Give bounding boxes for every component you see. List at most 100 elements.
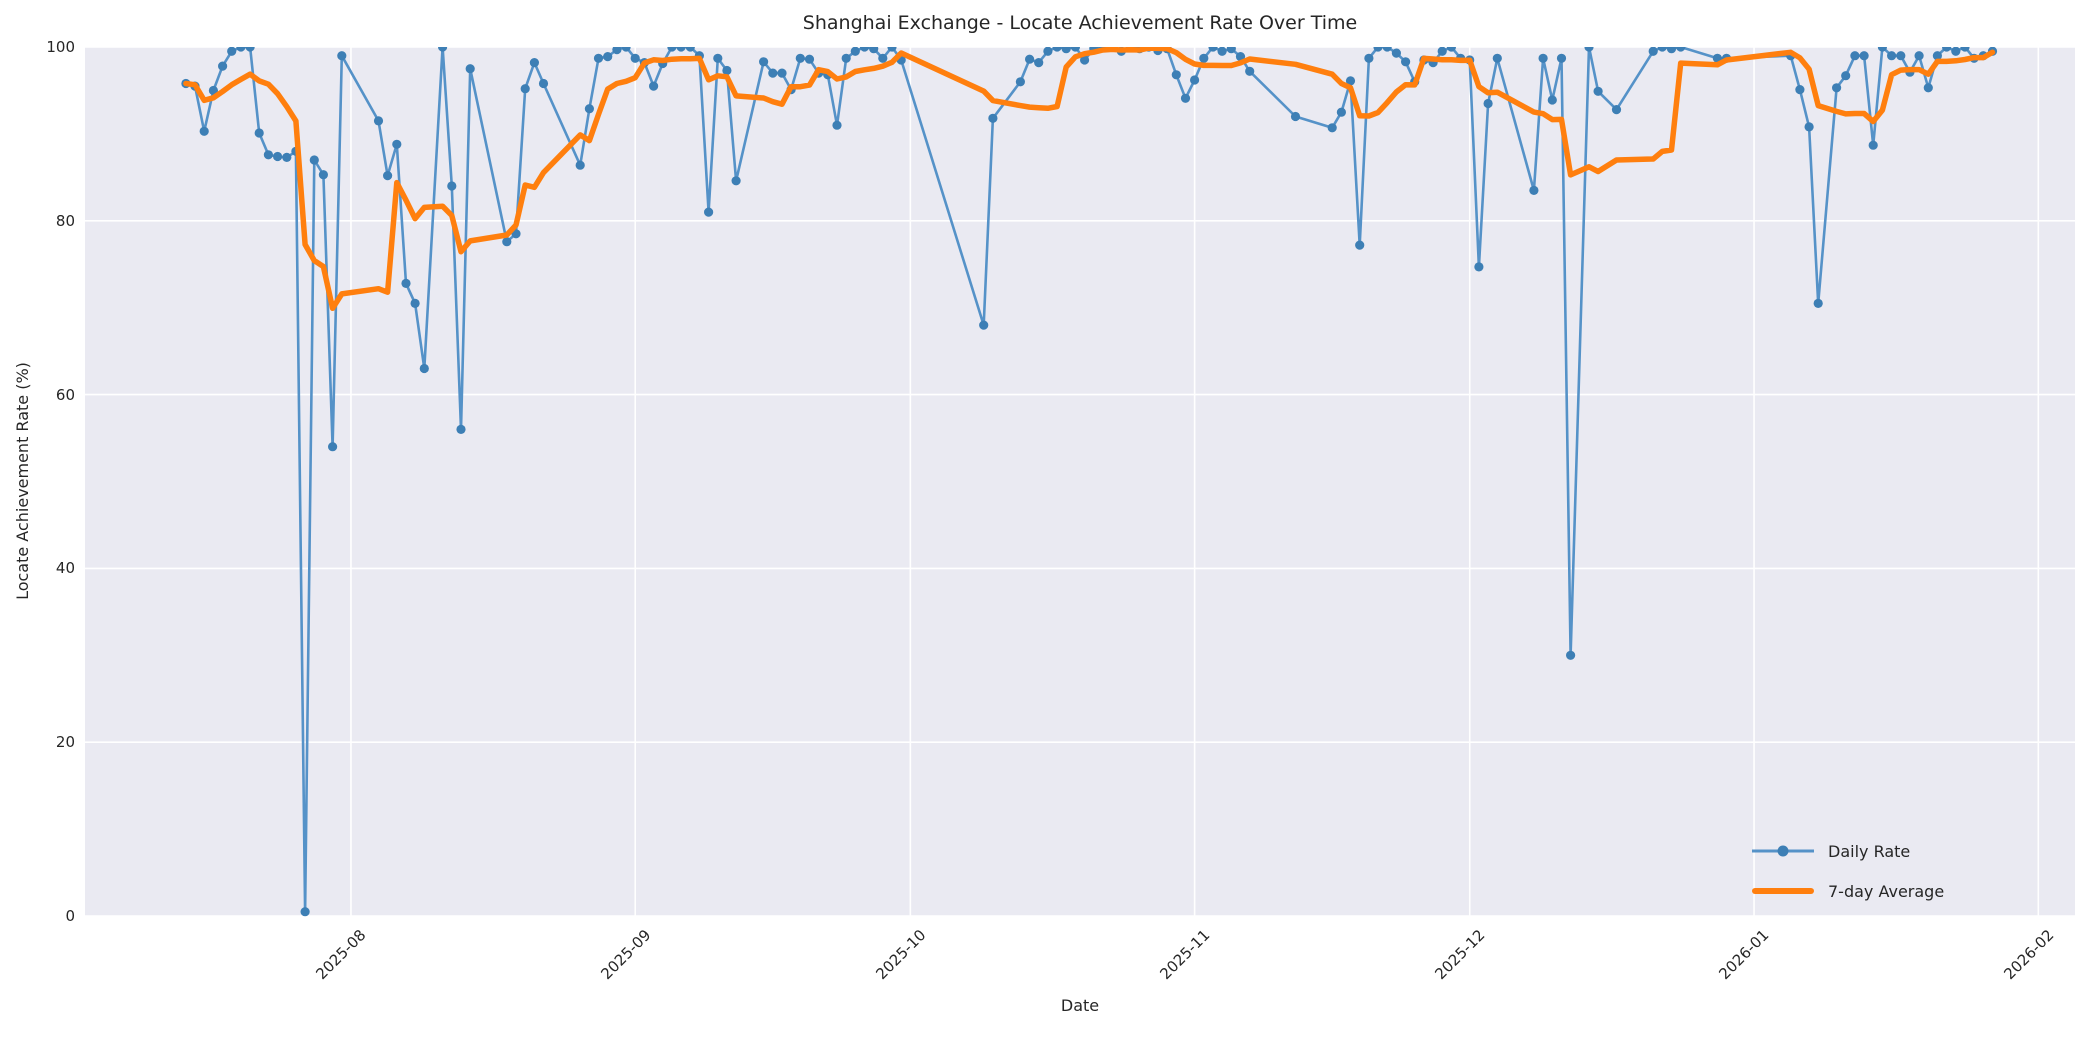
daily-rate-marker (1171, 70, 1181, 80)
daily-rate-marker (1437, 47, 1447, 56)
daily-rate-marker (1446, 47, 1456, 52)
daily-rate-marker (1190, 75, 1200, 85)
daily-rate-marker (520, 84, 530, 94)
daily-rate-marker (1235, 52, 1246, 62)
daily-rate-marker (593, 53, 604, 63)
daily-rate-marker (731, 176, 741, 186)
y-axis-label: Locate Achievement Rate (%) (13, 362, 32, 600)
daily-rate-marker (383, 171, 393, 181)
daily-rate-marker (584, 104, 595, 114)
daily-rate-marker (392, 139, 402, 149)
y-tick-label: 40 (55, 559, 75, 578)
daily-rate-marker (1593, 86, 1603, 96)
daily-rate-marker (1584, 47, 1594, 52)
daily-rate-marker (410, 298, 420, 308)
daily-rate-marker (1382, 47, 1392, 52)
daily-rate-marker (337, 51, 347, 61)
daily-rate-marker (713, 53, 723, 63)
series-group (181, 47, 1998, 917)
daily-rate-marker (1290, 111, 1301, 122)
daily-rate-marker (254, 128, 264, 138)
daily-rate-marker (227, 47, 237, 56)
daily-rate-marker (1529, 185, 1539, 195)
daily-rate-marker (603, 52, 613, 62)
daily-rate-marker (777, 68, 787, 78)
daily-rate-marker (704, 207, 714, 217)
daily-rate-marker (538, 78, 549, 89)
daily-rate-marker (1556, 53, 1567, 63)
daily-rate-marker (447, 181, 457, 191)
daily-rate-marker (1373, 47, 1383, 52)
daily-rate-marker (1887, 51, 1897, 61)
daily-rate-marker (218, 61, 228, 71)
daily-rate-marker (1061, 47, 1071, 54)
y-tick-label: 20 (55, 733, 75, 752)
daily-rate-marker (1960, 47, 1970, 52)
daily-rate-marker (841, 53, 851, 63)
daily-rate-marker (1052, 47, 1062, 52)
daily-rate-marker (1025, 54, 1035, 64)
daily-rate-marker (1034, 58, 1044, 68)
daily-rate-marker (759, 57, 769, 67)
daily-rate-marker (300, 907, 310, 917)
daily-rate-marker (373, 116, 384, 126)
legend-label-daily-rate: Daily Rate (1828, 841, 1911, 861)
daily-rate-marker (529, 58, 540, 68)
daily-rate-marker (869, 47, 879, 54)
daily-rate-marker (612, 47, 622, 55)
daily-rate-marker (859, 47, 870, 52)
y-tick-label: 0 (65, 907, 75, 925)
daily-rate-marker (887, 47, 897, 52)
daily-rate-marker (236, 47, 246, 52)
daily-rate-marker (1813, 298, 1823, 308)
daily-rate-marker (804, 54, 815, 64)
daily-rate-marker (1932, 51, 1942, 61)
daily-rate-marker (1859, 51, 1869, 61)
legend: Daily Rate 7-day Average (1752, 836, 1944, 906)
daily-rate-marker (667, 47, 677, 52)
daily-rate-marker (1070, 47, 1080, 52)
daily-rate-marker (282, 152, 292, 162)
daily-rate-marker (309, 155, 319, 165)
daily-rate-marker (1566, 650, 1576, 660)
plot-area (85, 47, 2075, 916)
daily-rate-marker (1492, 53, 1502, 63)
daily-rate-marker (245, 47, 255, 52)
daily-rate-marker (878, 53, 888, 63)
daily-rate-marker (649, 81, 659, 91)
daily-rate-marker (208, 85, 218, 96)
daily-rate-marker (502, 237, 512, 247)
daily-rate-marker (1611, 105, 1622, 115)
daily-rate-marker (1355, 240, 1365, 250)
daily-rate-marker (1657, 47, 1667, 52)
daily-rate-marker (1245, 66, 1255, 76)
daily-rate-marker (795, 53, 805, 63)
daily-rate-marker (1951, 47, 1961, 56)
daily-rate-marker (1877, 47, 1887, 52)
y-tick-label: 80 (55, 211, 75, 230)
y-tick-label: 60 (55, 385, 75, 404)
x-axis-label: Date (1060, 996, 1100, 1015)
daily-rate-marker (1199, 53, 1209, 63)
daily-rate-marker (1180, 93, 1191, 103)
daily-rate-marker (1795, 85, 1805, 95)
daily-rate-marker (1666, 47, 1677, 54)
daily-rate-marker (456, 424, 466, 434)
daily-rate-marker (1080, 55, 1090, 65)
daily-rate-marker (1217, 47, 1227, 56)
daily-rate-marker (1841, 71, 1851, 81)
daily-rate-marker (1336, 107, 1346, 117)
daily-rate-marker (1401, 57, 1411, 67)
daily-rate-marker (273, 151, 283, 162)
daily-rate-marker (1850, 51, 1860, 61)
legend-item-daily-rate: Daily Rate (1752, 836, 1944, 866)
daily-rate-marker (722, 65, 732, 76)
daily-rate-marker (1547, 95, 1557, 105)
daily-rate-marker (1391, 48, 1401, 58)
daily-rate-marker (630, 53, 640, 63)
daily-rate-marker (768, 68, 778, 78)
chart-title: Shanghai Exchange - Locate Achievement R… (802, 12, 1358, 34)
daily-rate-marker (1914, 51, 1924, 61)
